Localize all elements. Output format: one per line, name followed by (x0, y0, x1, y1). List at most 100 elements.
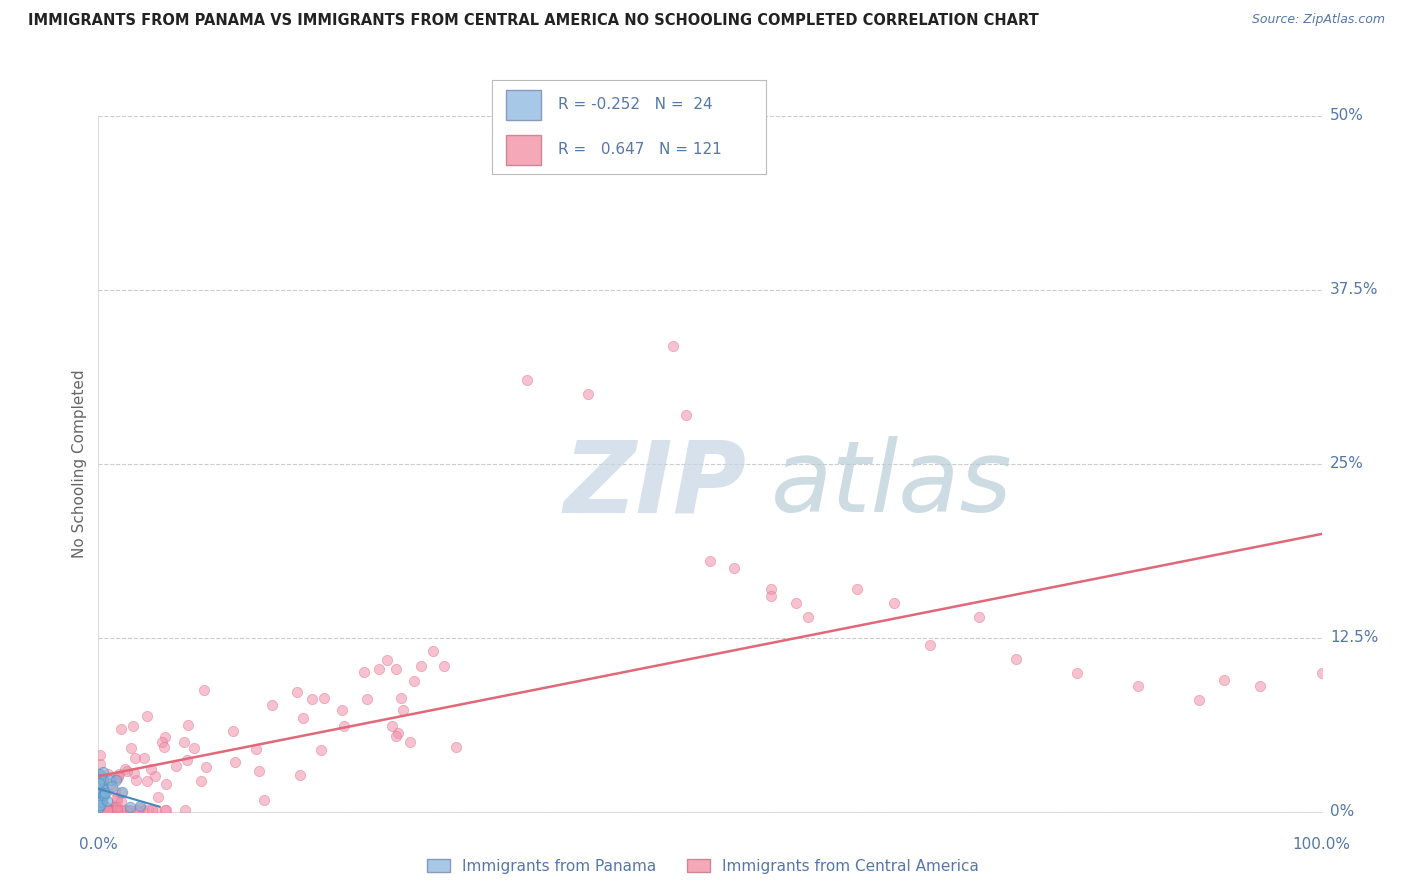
Point (433, 659, 456, 673)
Point (134, 751, 156, 765)
Point (301, 692, 323, 706)
Point (87, 799, 110, 814)
Point (193, 683, 215, 698)
Point (148, 790, 170, 805)
Point (101, 779, 124, 793)
Point (699, 554, 721, 568)
Point (105, 803, 128, 817)
Point (183, 741, 205, 756)
Point (245, 741, 267, 756)
Point (150, 735, 173, 749)
Point (1188, 693, 1211, 707)
Point (723, 561, 745, 575)
Point (129, 798, 152, 813)
Point (356, 692, 378, 706)
Point (785, 596, 807, 610)
Point (91, 772, 114, 787)
Point (143, 768, 166, 782)
Point (90, 794, 112, 808)
Text: R =   0.647   N = 121: R = 0.647 N = 121 (558, 142, 721, 157)
Point (114, 763, 136, 777)
Point (385, 662, 408, 676)
Point (409, 658, 432, 673)
Point (117, 764, 139, 779)
Point (107, 770, 129, 784)
Point (576, 387, 599, 401)
Point (107, 772, 129, 786)
Point (675, 408, 697, 422)
Point (967, 610, 990, 624)
Point (1310, 665, 1333, 680)
Point (96, 794, 118, 808)
Point (90, 785, 112, 799)
Point (105, 791, 128, 805)
Point (176, 718, 198, 732)
Point (402, 673, 425, 688)
Point (155, 803, 177, 817)
Point (797, 610, 820, 624)
Point (118, 803, 141, 817)
Point (90, 785, 112, 799)
Point (165, 759, 187, 773)
Point (422, 644, 444, 658)
Point (91, 765, 114, 780)
Point (155, 777, 177, 791)
Point (309, 743, 332, 757)
Point (153, 730, 176, 744)
Text: 0%: 0% (1330, 805, 1354, 819)
Point (1004, 651, 1026, 665)
Point (136, 709, 159, 723)
Point (89, 756, 111, 771)
Point (136, 773, 159, 788)
Point (190, 774, 212, 789)
Point (87, 766, 110, 780)
Point (515, 373, 537, 387)
Point (104, 800, 127, 814)
Point (91, 803, 114, 817)
Point (312, 690, 335, 705)
Point (139, 763, 162, 777)
Point (761, 589, 783, 603)
Point (132, 803, 155, 817)
Point (96, 767, 118, 781)
Point (662, 338, 685, 352)
Point (115, 803, 138, 817)
Point (89, 748, 111, 763)
Point (98, 772, 121, 787)
Point (91, 803, 114, 817)
Point (253, 793, 276, 807)
Point (91, 780, 114, 795)
Point (100, 803, 122, 817)
Point (124, 751, 146, 765)
Point (96, 803, 118, 817)
Point (90, 795, 112, 809)
Point (110, 803, 132, 817)
Point (94, 786, 117, 800)
Text: 100.0%: 100.0% (1292, 837, 1351, 852)
Point (104, 784, 127, 798)
Point (90, 767, 112, 781)
Point (291, 710, 314, 724)
Point (288, 768, 311, 782)
Point (125, 773, 148, 788)
Text: 37.5%: 37.5% (1330, 283, 1378, 297)
Point (1066, 665, 1088, 680)
Text: R = -0.252   N =  24: R = -0.252 N = 24 (558, 97, 713, 112)
Point (260, 698, 283, 713)
Point (125, 803, 148, 817)
Point (387, 726, 409, 740)
Point (118, 803, 141, 817)
Point (222, 724, 245, 739)
Point (381, 719, 404, 733)
Point (332, 704, 354, 718)
Point (333, 719, 356, 733)
Text: 50%: 50% (1330, 109, 1364, 123)
Text: 12.5%: 12.5% (1330, 631, 1378, 645)
Point (120, 740, 142, 755)
Point (128, 801, 150, 815)
Point (173, 735, 195, 749)
Point (120, 799, 142, 814)
Text: Source: ZipAtlas.com: Source: ZipAtlas.com (1251, 13, 1385, 27)
Point (105, 794, 128, 808)
FancyBboxPatch shape (506, 135, 541, 164)
